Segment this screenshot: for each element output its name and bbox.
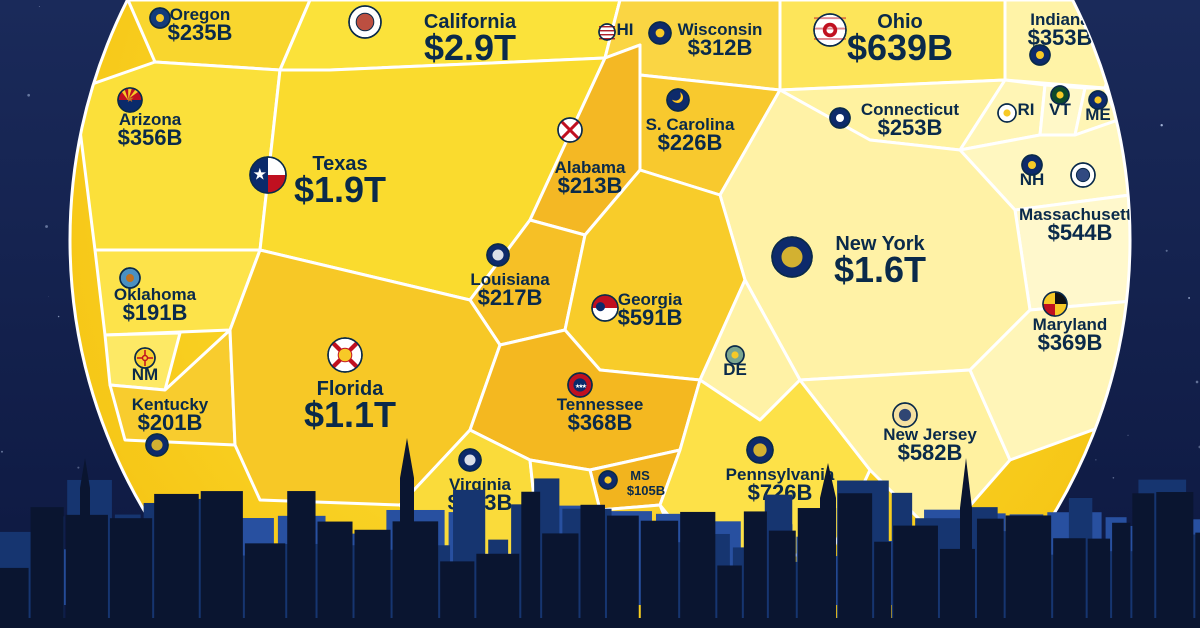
flag-arizona-icon: ★ <box>118 88 142 112</box>
flag-ms-icon <box>599 471 617 489</box>
value-ms: $105B <box>627 483 665 498</box>
infographic-stage: Oregon$235BCalifornia$2.9THIWisconsin$31… <box>0 0 1200 628</box>
label-me: ME <box>1085 105 1111 124</box>
value-kentucky: $201B <box>138 410 203 435</box>
value-texas: $1.9T <box>294 169 386 210</box>
flag-scarolina-icon: 🌙 <box>667 89 689 111</box>
flag-pennsylvania-icon <box>747 437 773 463</box>
flag-ri-icon <box>998 104 1016 122</box>
flag-louisiana-icon <box>487 244 509 266</box>
flag-ohio-icon <box>814 14 846 46</box>
value-massachusetts: $544B <box>1048 220 1113 245</box>
label-nm: NM <box>132 365 158 384</box>
flag-newyork-icon <box>772 237 812 277</box>
value-maryland: $369B <box>1038 330 1103 355</box>
value-scarolina: $226B <box>658 130 723 155</box>
flag-alabama-icon <box>558 118 582 142</box>
value-arizona: $356B <box>118 125 183 150</box>
value-newyork: $1.6T <box>834 249 926 290</box>
flag-virginia-icon <box>459 449 481 471</box>
flag-newjersey-icon <box>893 403 917 427</box>
label-hi: HI <box>617 20 634 39</box>
flag-tennessee-icon: ★★★ <box>568 373 592 397</box>
value-newjersey: $582B <box>898 440 963 465</box>
value-indiana: $353B <box>1028 25 1093 50</box>
label-nh: NH <box>1020 170 1045 189</box>
svg-text:🌙: 🌙 <box>672 92 684 104</box>
flag-wisconsin-icon <box>649 22 671 44</box>
label-vt: VT <box>1049 100 1071 119</box>
label-ms: MS <box>630 468 650 483</box>
svg-text:★: ★ <box>126 94 135 105</box>
flag-texas-icon: ★ <box>250 157 286 193</box>
value-oklahoma: $191B <box>123 300 188 325</box>
label-ri: RI <box>1018 100 1035 119</box>
flag-massachusetts-icon <box>1071 163 1095 187</box>
svg-text:★: ★ <box>253 166 268 184</box>
value-connecticut: $253B <box>878 115 943 140</box>
value-tennessee: $368B <box>568 410 633 435</box>
main-svg: Oregon$235BCalifornia$2.9THIWisconsin$31… <box>0 0 1200 628</box>
value-oregon: $235B <box>168 20 233 45</box>
cell-arizona <box>75 62 280 250</box>
flag-california-icon <box>349 6 381 38</box>
flag-hi-icon <box>599 24 615 40</box>
value-florida: $1.1T <box>304 394 396 435</box>
value-california: $2.9T <box>424 27 516 68</box>
value-wisconsin: $312B <box>688 35 753 60</box>
flag-florida-icon <box>328 338 362 372</box>
flag-maryland-icon <box>1043 292 1067 316</box>
value-louisiana: $217B <box>478 285 543 310</box>
flag-georgia-icon <box>592 295 618 321</box>
label-de: DE <box>723 360 747 379</box>
value-georgia: $591B <box>618 305 683 330</box>
value-ohio: $639B <box>847 27 953 68</box>
value-alabama: $213B <box>558 173 623 198</box>
flag-connecticut-icon <box>830 108 850 128</box>
flag-kentucky-icon <box>146 434 168 456</box>
svg-text:★★★: ★★★ <box>575 383 587 390</box>
